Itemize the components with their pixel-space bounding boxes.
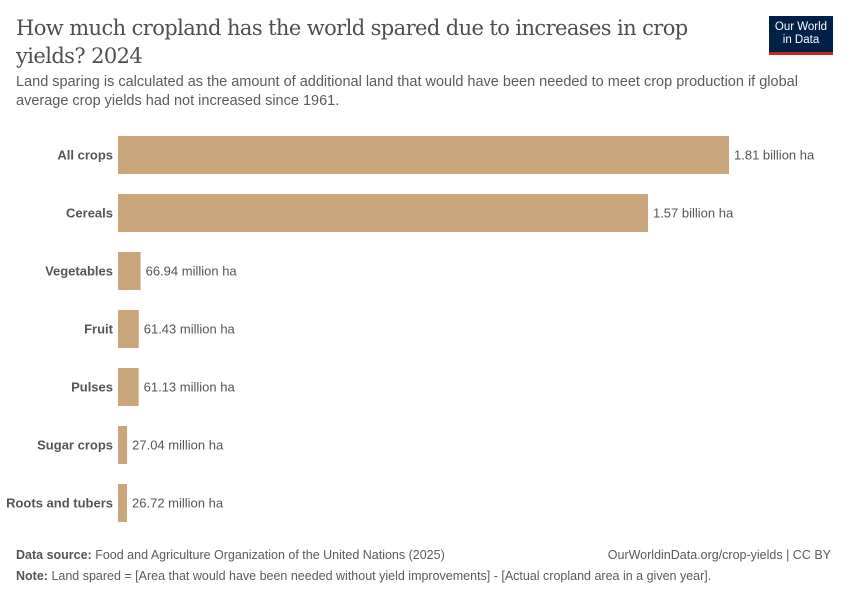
bar-cereals[interactable]: [118, 194, 648, 232]
source-text: Food and Agriculture Organization of the…: [95, 548, 445, 562]
value-label: 61.13 million ha: [144, 380, 236, 395]
value-label: 66.94 million ha: [146, 264, 238, 279]
bar-chart: All crops 1.81 billion ha Cereals 1.57 bill…: [6, 136, 815, 522]
note-label: Note:: [16, 569, 48, 583]
category-label: Fruit: [84, 322, 114, 337]
data-source: Data source: Food and Agriculture Organi…: [16, 548, 445, 562]
category-label: All crops: [57, 148, 113, 163]
bar-sugar-crops[interactable]: [118, 426, 128, 464]
bar-fruit[interactable]: [118, 310, 139, 348]
value-label: 26.72 million ha: [132, 496, 224, 511]
category-label: Cereals: [66, 206, 113, 221]
value-label: 1.57 billion ha: [653, 206, 734, 221]
category-label: Roots and tubers: [6, 496, 113, 511]
note: Note: Land spared = [Area that would hav…: [16, 569, 711, 583]
owid-logo[interactable]: Our World in Data: [769, 16, 833, 55]
bar-roots-and-tubers[interactable]: [118, 484, 128, 522]
bar-pulses[interactable]: [118, 368, 139, 406]
value-label: 1.81 billion ha: [734, 148, 815, 163]
category-label: Pulses: [71, 380, 113, 395]
bar-vegetables[interactable]: [118, 252, 141, 290]
chart-title: How much cropland has the world spared d…: [16, 16, 688, 68]
source-url-link[interactable]: OurWorldinData.org/crop-yields | CC BY: [607, 548, 831, 562]
chart-subtitle: Land sparing is calculated as the amount…: [16, 74, 798, 109]
source-label: Data source:: [16, 548, 92, 562]
note-text: Land spared = [Area that would have been…: [51, 569, 712, 583]
bar-all-crops[interactable]: [118, 136, 729, 174]
value-label: 61.43 million ha: [144, 322, 236, 337]
value-label: 27.04 million ha: [132, 438, 224, 453]
category-label: Vegetables: [45, 264, 113, 279]
category-label: Sugar crops: [37, 438, 113, 453]
